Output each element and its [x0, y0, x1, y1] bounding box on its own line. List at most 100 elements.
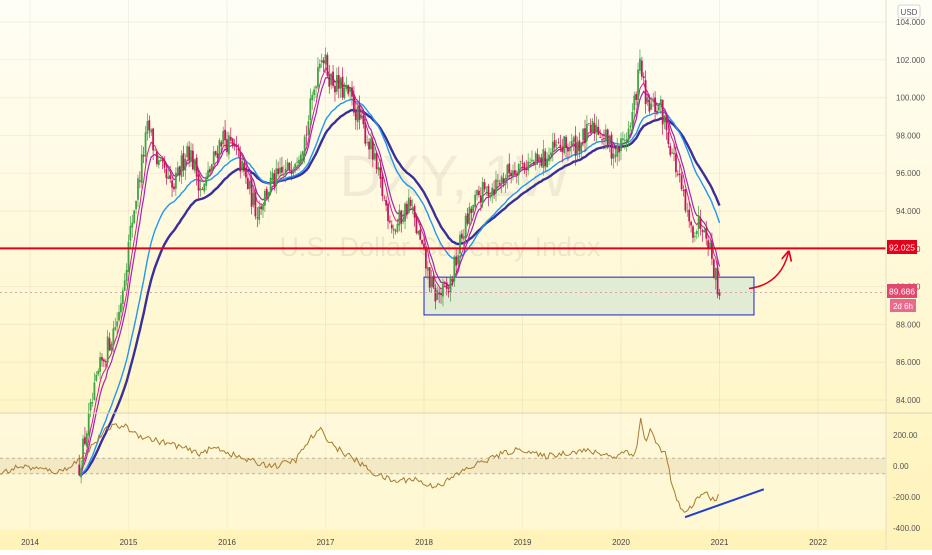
candle-body	[218, 140, 221, 158]
candle	[104, 359, 107, 369]
candle	[152, 127, 155, 160]
time-tick-label: 2019	[514, 538, 532, 547]
candle	[184, 153, 187, 180]
candle	[296, 157, 298, 172]
candle-body	[688, 209, 691, 222]
candle	[606, 128, 609, 150]
candle	[209, 165, 211, 175]
candle-body	[301, 151, 304, 156]
candle-body	[618, 145, 621, 153]
candle	[578, 132, 581, 158]
time-tick-label: 2018	[415, 538, 433, 547]
candle-body	[299, 154, 302, 162]
candle	[269, 170, 272, 196]
candle	[654, 91, 656, 122]
candle-body	[157, 160, 160, 165]
candle	[142, 146, 145, 164]
candle-body	[449, 277, 452, 292]
candle-body	[373, 153, 376, 160]
candle-body	[582, 128, 585, 141]
candle-body	[527, 161, 530, 171]
candle-body	[91, 402, 94, 404]
candle	[171, 174, 173, 197]
candle-body	[239, 151, 242, 172]
candle	[140, 145, 143, 188]
levels[interactable]	[0, 247, 886, 293]
candle-body	[517, 164, 520, 176]
candle-body	[686, 210, 689, 212]
candle-body	[356, 106, 359, 123]
candle	[525, 160, 528, 177]
candle-body	[457, 255, 459, 265]
candle-body	[419, 229, 422, 240]
candle	[402, 210, 405, 225]
candle-body	[370, 138, 372, 150]
candle-body	[80, 468, 83, 478]
candle-body	[506, 164, 509, 179]
candle-body	[102, 359, 105, 362]
candle	[688, 201, 691, 228]
candle-body	[288, 162, 291, 171]
demand-zone-rect[interactable]	[423, 276, 755, 316]
candle-body	[135, 200, 137, 210]
candle	[165, 162, 168, 185]
candle-body	[104, 361, 107, 363]
candle	[324, 47, 327, 74]
candle-body	[468, 206, 471, 225]
candle-body	[279, 167, 281, 174]
candle	[390, 220, 393, 234]
candle-body	[548, 154, 550, 161]
candle	[639, 49, 641, 74]
candle	[603, 129, 605, 150]
candle-body	[161, 158, 164, 162]
forecast-arrow[interactable]	[748, 253, 788, 290]
candle	[82, 435, 84, 469]
candle-body	[614, 155, 617, 157]
candle-body	[654, 97, 656, 112]
candle	[529, 157, 531, 165]
candle	[318, 59, 321, 72]
time-tick-label: 2014	[21, 538, 39, 547]
candle-body	[586, 123, 588, 142]
candle-body	[273, 173, 276, 187]
demand-zone-layer[interactable]	[423, 276, 755, 316]
candle	[536, 148, 539, 166]
candle-body	[199, 188, 202, 191]
candle-body	[716, 267, 719, 295]
candle	[627, 120, 630, 147]
candle	[432, 271, 435, 289]
candle-body	[589, 124, 592, 133]
time-tick-label: 2015	[120, 538, 138, 547]
candle-body	[472, 204, 475, 213]
candle-body	[593, 122, 596, 134]
divergence-trendline[interactable]	[684, 488, 765, 519]
candle	[349, 87, 352, 100]
candle-body	[534, 153, 537, 165]
oscillator-scale[interactable]: -400.00 -200.00 0.00 200.00	[893, 431, 921, 533]
candle-body	[404, 203, 406, 222]
candle	[277, 161, 280, 177]
candle	[156, 150, 158, 167]
candle-body	[434, 287, 437, 302]
candle	[542, 139, 545, 176]
candle-body	[254, 192, 257, 217]
candle	[455, 248, 458, 273]
candle	[203, 183, 206, 194]
candle	[449, 274, 452, 302]
oscillator-tick-label: 0.00	[893, 462, 909, 471]
candle	[548, 147, 550, 165]
candle	[498, 179, 501, 186]
candle	[434, 283, 437, 310]
price-tick-label: 94.000	[896, 207, 921, 216]
candle-body	[485, 186, 488, 188]
candle	[150, 128, 153, 137]
candle-body	[364, 122, 367, 144]
candle	[544, 148, 547, 171]
oscillator-tick-label: -200.00	[893, 493, 921, 502]
candle	[120, 295, 122, 319]
candle-body	[318, 63, 321, 69]
candle-body	[137, 178, 139, 200]
time-scale[interactable]: 2014 2015 2016 2017 2018 2019 2020 2021 2022	[21, 538, 827, 547]
